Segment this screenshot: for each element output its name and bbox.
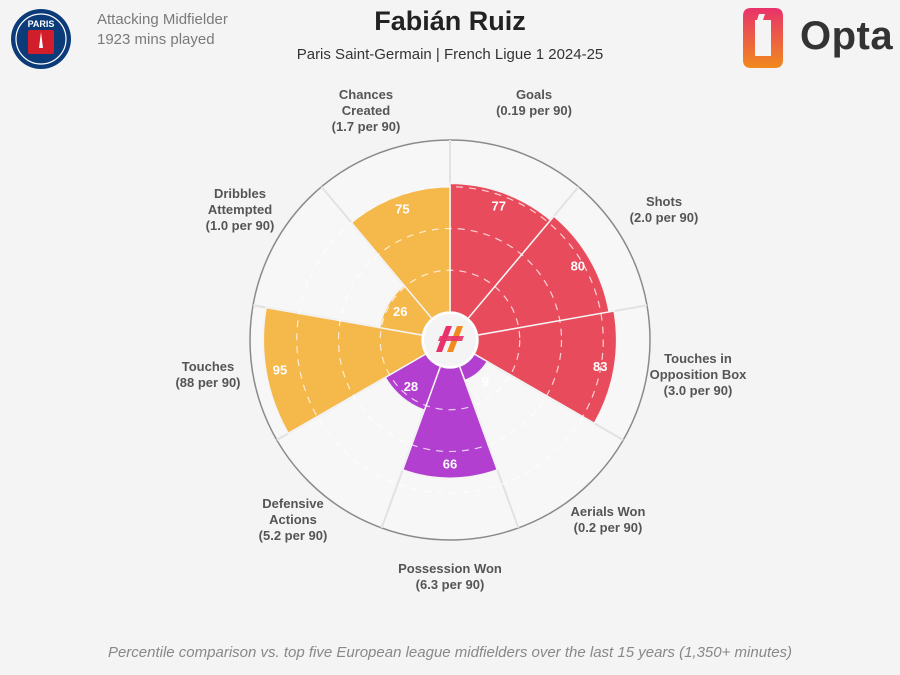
- value-label: 9: [482, 375, 489, 390]
- category-label: Touches (88 per 90): [175, 359, 240, 390]
- value-label: 80: [571, 259, 585, 274]
- opta-logo-icon: [743, 8, 783, 68]
- category-label: Possession Won (6.3 per 90): [398, 561, 502, 592]
- player-minutes: 1923 mins played: [97, 31, 215, 48]
- category-label: Shots (2.0 per 90): [630, 194, 699, 225]
- category-label: Aerials Won (0.2 per 90): [571, 504, 646, 535]
- value-label: 77: [492, 199, 506, 214]
- category-label: Touches in Opposition Box (3.0 per 90): [650, 351, 748, 398]
- value-label: 75: [395, 202, 409, 217]
- player-subtitle: Paris Saint-Germain | French Ligue 1 202…: [296, 46, 604, 63]
- player-meta: Attacking Midfielder 1923 mins played: [97, 10, 228, 50]
- value-label: 28: [404, 379, 418, 394]
- value-label: 95: [273, 362, 287, 377]
- opta-wordmark: Opta: [800, 14, 894, 58]
- category-label: Goals (0.19 per 90): [496, 87, 572, 118]
- grid-ring: [296, 186, 604, 494]
- center-mark-icon: [436, 326, 464, 352]
- grid-ring: [337, 227, 563, 453]
- player-name: Fabián Ruiz: [374, 6, 526, 36]
- value-label: 83: [593, 359, 607, 374]
- category-label: Defensive Actions (5.2 per 90): [259, 496, 328, 543]
- footnote: Percentile comparison vs. top five Europ…: [107, 644, 793, 661]
- value-label: 66: [443, 457, 457, 472]
- category-label: Dribbles Attempted (1.0 per 90): [206, 186, 275, 233]
- grid-ring: [379, 269, 521, 411]
- value-label: 26: [393, 304, 407, 319]
- category-label: Chances Created (1.7 per 90): [332, 87, 401, 134]
- badge-text: PARIS: [28, 19, 55, 29]
- psg-badge: PARIS: [11, 9, 71, 69]
- player-position: Attacking Midfielder: [97, 11, 228, 28]
